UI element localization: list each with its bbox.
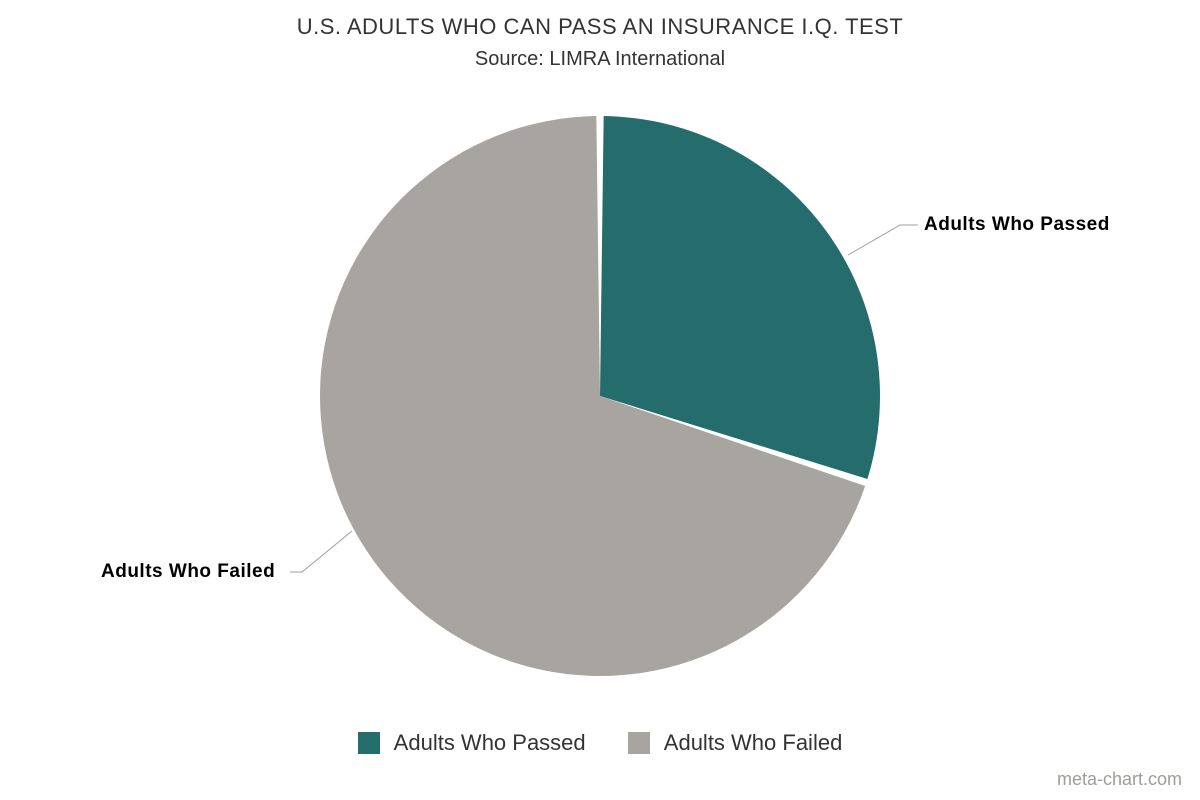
- leader-line: [290, 531, 352, 572]
- legend-label: Adults Who Passed: [394, 730, 586, 756]
- legend-label: Adults Who Failed: [664, 730, 843, 756]
- pie-chart: [0, 0, 1200, 800]
- watermark: meta-chart.com: [1057, 769, 1182, 790]
- slice-label: Adults Who Failed: [101, 561, 275, 583]
- legend-item-passed: Adults Who Passed: [358, 730, 586, 756]
- slice-label: Adults Who Passed: [924, 214, 1110, 236]
- chart-legend: Adults Who Passed Adults Who Failed: [0, 730, 1200, 760]
- legend-swatch: [628, 732, 650, 754]
- leader-line: [848, 225, 918, 255]
- legend-item-failed: Adults Who Failed: [628, 730, 843, 756]
- legend-swatch: [358, 732, 380, 754]
